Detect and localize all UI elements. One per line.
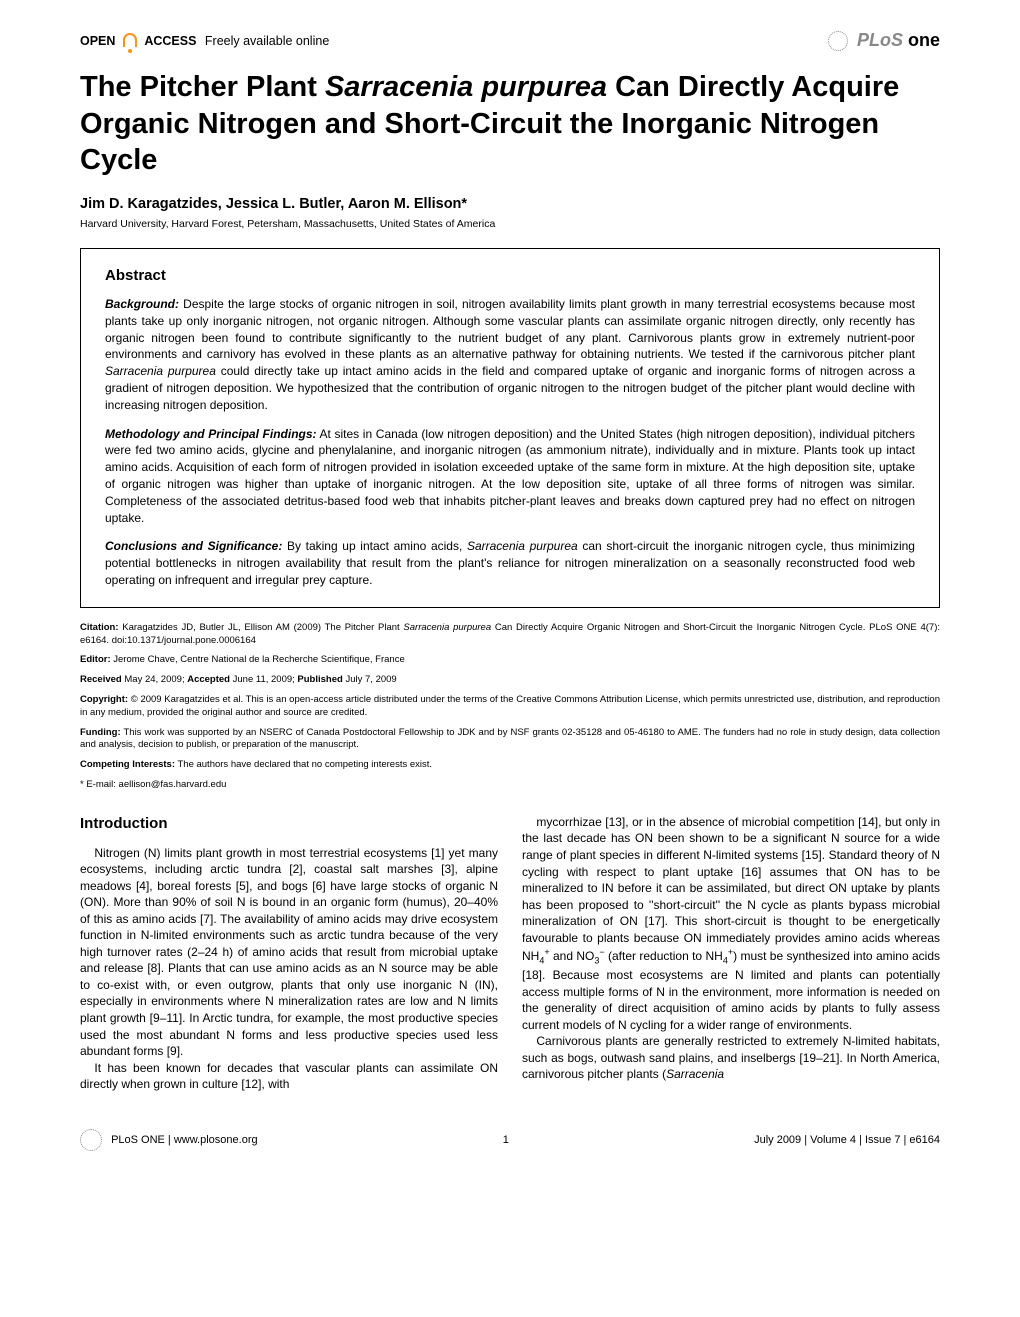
access-label: ACCESS [144,34,196,48]
intro-p4: Carnivorous plants are generally restric… [522,1033,940,1083]
intro-heading: Introduction [80,814,498,835]
journal-plos: PLoS [857,30,903,50]
header-bar: OPEN ACCESS Freely available online PLoS… [80,30,940,51]
received-label: Received [80,674,122,685]
c2p1b: and NO [550,949,595,963]
abstract-heading: Abstract [105,267,915,284]
abstract-conclusions: Conclusions and Significance: By taking … [105,538,915,588]
journal-one: one [908,30,940,50]
background-text-2: could directly take up intact amino acid… [105,364,915,412]
abstract-methods: Methodology and Principal Findings: At s… [105,426,915,527]
dates-line: Received May 24, 2009; Accepted June 11,… [80,674,940,687]
journal-icon [828,31,848,51]
footer-icon [80,1129,102,1151]
open-label: OPEN [80,34,115,48]
published-label: Published [297,674,342,685]
title-pre: The Pitcher Plant [80,71,325,103]
footer-left: PLoS ONE | www.plosone.org [80,1129,258,1151]
freely-label: Freely available online [205,34,329,48]
intro-section: Introduction Nitrogen (N) limits plant g… [80,814,940,1093]
intro-p3: mycorrhizae [13], or in the absence of m… [522,814,940,1033]
c2p1c: (after reduction to NH [605,949,723,963]
background-label: Background: [105,297,179,311]
abstract-box: Abstract Background: Despite the large s… [80,248,940,608]
citation-line: Citation: Karagatzides JD, Butler JL, El… [80,622,940,648]
funding-label: Funding: [80,727,121,738]
published-text: July 7, 2009 [343,674,397,685]
background-text-1: Despite the large stocks of organic nitr… [105,297,915,361]
intro-p2: It has been known for decades that vascu… [80,1060,498,1093]
accepted-label: Accepted [187,674,230,685]
affiliation: Harvard University, Harvard Forest, Pete… [80,218,940,230]
funding-line: Funding: This work was supported by an N… [80,727,940,753]
methods-label: Methodology and Principal Findings: [105,427,317,441]
copyright-line: Copyright: © 2009 Karagatzides et al. Th… [80,694,940,720]
c2p2a: Carnivorous plants are generally restric… [522,1034,940,1081]
editor-line: Editor: Jerome Chave, Centre National de… [80,654,940,667]
competing-label: Competing Interests: [80,759,175,770]
journal-logo: PLoS one [828,30,940,51]
page-footer: PLoS ONE | www.plosone.org 1 July 2009 |… [80,1129,940,1151]
c2p1a: mycorrhizae [13], or in the absence of m… [522,815,940,963]
funding-text: This work was supported by an NSERC of C… [80,727,940,751]
article-title: The Pitcher Plant Sarracenia purpurea Ca… [80,69,940,178]
editor-label: Editor: [80,654,111,665]
title-species: Sarracenia purpurea [325,71,607,103]
email-line: * E-mail: aellison@fas.harvard.edu [80,779,940,792]
intro-p1: Nitrogen (N) limits plant growth in most… [80,845,498,1060]
background-species: Sarracenia purpurea [105,364,216,378]
open-access-icon [123,33,137,47]
column-left: Introduction Nitrogen (N) limits plant g… [80,814,498,1093]
column-right: mycorrhizae [13], or in the absence of m… [522,814,940,1093]
copyright-label: Copyright: [80,694,128,705]
open-access-badge: OPEN ACCESS Freely available online [80,32,329,50]
accepted-text: June 11, 2009; [230,674,297,685]
footer-right-text: July 2009 | Volume 4 | Issue 7 | e6164 [754,1134,940,1146]
abstract-background: Background: Despite the large stocks of … [105,296,915,414]
authors: Jim D. Karagatzides, Jessica L. Butler, … [80,196,940,212]
competing-text: The authors have declared that no compet… [175,759,432,770]
conclusions-label: Conclusions and Significance: [105,539,282,553]
received-text: May 24, 2009; [122,674,187,685]
copyright-text: © 2009 Karagatzides et al. This is an op… [80,694,940,718]
citation-species: Sarracenia purpurea [403,622,491,633]
footer-left-text: PLoS ONE | www.plosone.org [111,1134,258,1146]
editor-text: Jerome Chave, Centre National de la Rech… [111,654,405,665]
citation-text-1: Karagatzides JD, Butler JL, Ellison AM (… [119,622,404,633]
conclusions-species: Sarracenia purpurea [467,539,578,553]
c2p2-species: Sarracenia [666,1067,724,1081]
footer-page-number: 1 [503,1134,509,1146]
competing-line: Competing Interests: The authors have de… [80,759,940,772]
methods-text: At sites in Canada (low nitrogen deposit… [105,427,915,525]
citation-label: Citation: [80,622,119,633]
conclusions-text-1: By taking up intact amino acids, [282,539,467,553]
